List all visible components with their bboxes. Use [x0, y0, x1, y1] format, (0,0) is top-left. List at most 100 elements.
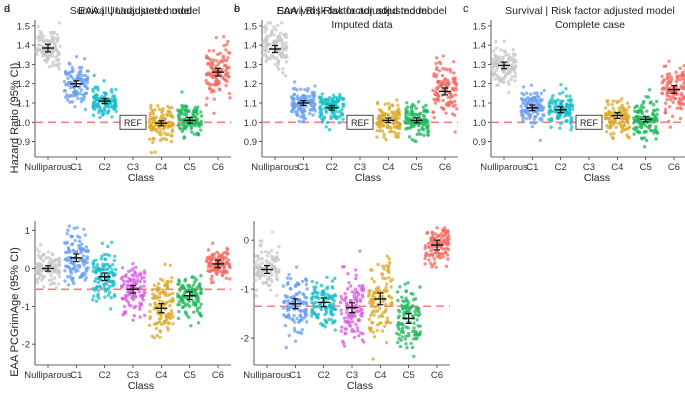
data-point [286, 280, 290, 285]
data-point [108, 265, 112, 269]
data-point [280, 50, 284, 55]
data-point [401, 299, 405, 303]
panel-b: b Survival | Risk factor adjusted model Im… [234, 3, 459, 184]
data-point [151, 136, 155, 141]
data-point [670, 114, 675, 119]
data-point [396, 131, 401, 136]
data-point [85, 69, 90, 73]
data-point [84, 91, 88, 96]
data-point [389, 285, 393, 289]
data-point [387, 294, 391, 298]
data-point [330, 111, 334, 115]
data-point [79, 99, 84, 104]
data-point [208, 86, 212, 91]
data-point [50, 252, 55, 256]
data-point [381, 264, 385, 268]
data-point [94, 270, 98, 274]
data-point [425, 125, 429, 130]
data-point [663, 101, 668, 105]
data-point [91, 103, 96, 107]
data-point [401, 323, 405, 327]
data-point [323, 97, 327, 102]
data-point [549, 125, 553, 129]
data-point [344, 327, 348, 331]
data-point [69, 74, 73, 78]
data-point [384, 264, 388, 268]
data-point [275, 23, 280, 28]
data-point [180, 118, 185, 122]
data-point [366, 294, 371, 298]
data-point [86, 75, 90, 80]
data-point [50, 40, 54, 44]
data-point [192, 132, 197, 136]
data-point [283, 44, 288, 48]
data-point [156, 104, 160, 108]
data-point [494, 54, 498, 59]
data-point [423, 244, 428, 248]
data-point [333, 319, 337, 323]
data-point [493, 72, 498, 77]
data-point [383, 112, 387, 116]
category-c2 [91, 73, 118, 120]
data-point [104, 267, 109, 272]
data-point [199, 314, 203, 318]
category-c1 [281, 265, 309, 350]
data-point [521, 85, 526, 89]
data-point [436, 97, 440, 101]
data-point [292, 313, 296, 318]
data-point [91, 113, 96, 118]
data-point [109, 88, 114, 92]
data-point [361, 340, 366, 344]
data-point [514, 60, 518, 64]
data-point [295, 304, 300, 309]
data-point [170, 291, 175, 296]
data-point [256, 272, 260, 277]
data-point [339, 329, 344, 333]
data-point [132, 269, 137, 274]
data-point [102, 252, 107, 257]
data-point [398, 344, 403, 349]
data-point [270, 248, 274, 252]
x-tick-label: C6 [212, 370, 224, 381]
data-point [190, 275, 195, 279]
data-point [429, 236, 433, 241]
data-point [284, 345, 288, 350]
data-point [353, 314, 357, 318]
data-point [535, 94, 539, 98]
data-point [222, 44, 226, 48]
data-point [67, 83, 71, 87]
data-point [70, 66, 74, 70]
data-point [417, 128, 421, 133]
data-point [224, 42, 229, 47]
category-c5 [395, 281, 423, 359]
data-point [407, 307, 412, 311]
data-point [429, 249, 433, 253]
data-point [120, 275, 125, 279]
data-point [313, 84, 317, 88]
data-point [551, 99, 555, 103]
data-point [98, 115, 102, 120]
data-point [276, 61, 281, 66]
data-point [280, 21, 284, 25]
data-point [311, 94, 316, 99]
data-point [149, 106, 153, 110]
data-point [398, 122, 402, 126]
data-point [266, 42, 271, 46]
data-point [79, 88, 84, 92]
data-point [519, 104, 523, 108]
data-point [331, 302, 336, 307]
panel-letter: c [463, 3, 469, 15]
data-point [131, 262, 135, 266]
data-point [213, 80, 218, 84]
data-point [305, 287, 309, 291]
data-point [386, 268, 391, 272]
data-point [431, 263, 435, 267]
x-tick-label: C3 [583, 162, 595, 173]
panel-a: a Survival | Unadjusted model 0.9 1.0 1.1 1.2… [4, 3, 232, 184]
data-point [619, 130, 624, 134]
data-point [323, 292, 327, 296]
data-point [162, 131, 166, 135]
data-point [290, 101, 294, 105]
data-point [199, 128, 203, 132]
data-point [439, 232, 444, 236]
